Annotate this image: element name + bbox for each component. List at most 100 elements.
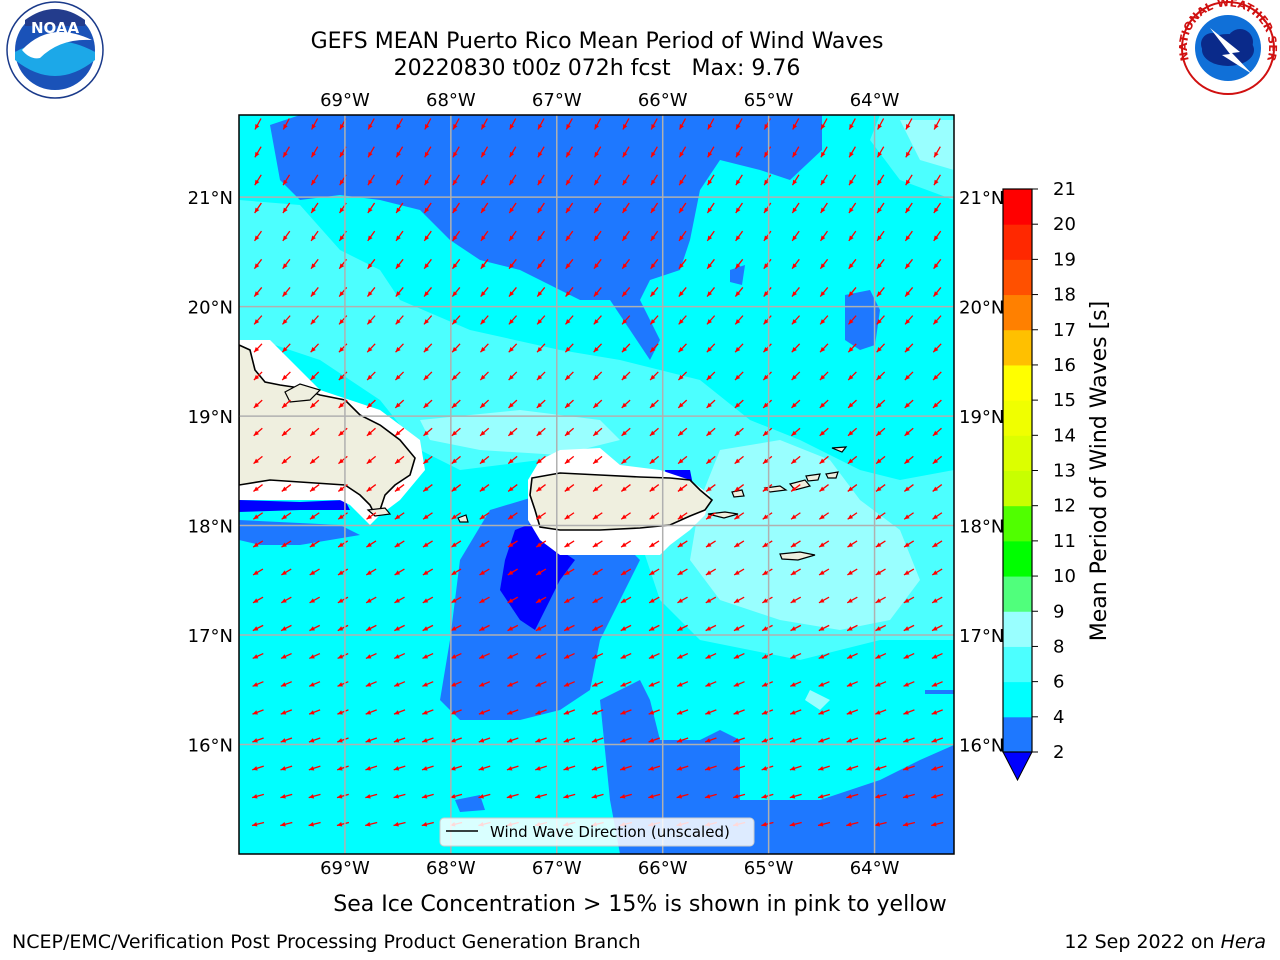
- wind-arrow: [875, 596, 886, 604]
- wind-arrow: [252, 652, 264, 660]
- wind-arrow: [905, 118, 913, 130]
- wind-arrow: [478, 709, 491, 715]
- wind-arrow: [252, 709, 264, 715]
- wind-arrow: [393, 709, 406, 715]
- wind-arrow: [875, 427, 886, 437]
- wind-arrow: [649, 455, 660, 465]
- land-hispaniola-north: [284, 383, 322, 403]
- wind-arrow: [676, 737, 689, 743]
- wind-arrow: [337, 596, 349, 604]
- wind-arrow: [393, 765, 406, 771]
- wind-arrow: [282, 230, 291, 242]
- wind-arrow: [422, 568, 434, 576]
- wind-arrow: [704, 793, 717, 799]
- wind-arrow: [282, 258, 291, 270]
- wind-arrow: [395, 146, 404, 158]
- wind-arrow: [620, 709, 632, 715]
- wind-arrow: [677, 399, 688, 409]
- wind-arrow: [678, 146, 687, 158]
- wind-arrow: [507, 484, 518, 492]
- wind-arrow: [791, 371, 801, 381]
- wind-arrow: [762, 343, 772, 353]
- wind-arrow: [480, 146, 489, 158]
- wind-arrow: [876, 202, 885, 214]
- wind-arrow: [592, 596, 603, 604]
- wind-arrow: [366, 287, 376, 297]
- wind-arrow: [309, 652, 321, 660]
- wind-arrow: [790, 512, 801, 520]
- wind-arrow: [761, 681, 774, 687]
- wind-arrow: [620, 737, 632, 743]
- wind-arrow: [478, 793, 491, 799]
- wind-arrow: [252, 765, 264, 771]
- wind-arrow: [678, 118, 687, 130]
- lon-tick-label: 65°W: [744, 90, 794, 111]
- wind-arrow: [790, 540, 801, 548]
- wind-arrow: [310, 258, 319, 270]
- wind-arrow: [592, 512, 603, 520]
- wind-arrow: [337, 540, 349, 548]
- wind-arrow: [875, 484, 886, 492]
- wind-arrow: [591, 765, 604, 771]
- wind-arrow: [252, 737, 264, 743]
- wind-arrow: [903, 681, 915, 687]
- wind-arrow: [733, 681, 745, 687]
- wind-arrow: [649, 343, 659, 353]
- wind-arrow: [253, 399, 263, 409]
- wind-arrow: [932, 484, 943, 492]
- footer-date-text: 12 Sep 2022 on: [1064, 931, 1221, 953]
- wind-arrow: [789, 793, 802, 799]
- wind-arrow: [761, 765, 774, 771]
- lat-tick-label: 19°N: [188, 407, 233, 428]
- footer-credit: NCEP/EMC/Verification Post Processing Pr…: [12, 931, 641, 953]
- wind-arrow: [450, 568, 462, 576]
- wind-arrow: [790, 681, 802, 687]
- wind-arrow: [281, 484, 292, 492]
- lat-ticks-right: 21°N 20°N 19°N 18°N 17°N 16°N: [959, 188, 1004, 756]
- wind-arrow: [365, 652, 377, 660]
- wind-arrow: [254, 202, 262, 214]
- wind-arrow: [506, 765, 519, 771]
- wind-arrow: [281, 343, 291, 353]
- wind-arrow: [308, 709, 321, 715]
- wind-arrow: [761, 793, 774, 799]
- wind-arrow: [310, 371, 320, 381]
- wind-arrow: [452, 146, 460, 158]
- wind-arrow: [423, 258, 432, 270]
- wind-arrow: [366, 371, 376, 381]
- wind-arrow: [734, 258, 744, 270]
- wind-arrow: [761, 652, 773, 660]
- wind-arrow: [676, 652, 689, 660]
- colorbar-extend-min: [1002, 751, 1033, 782]
- colorbar-band: [1003, 470, 1032, 507]
- wind-arrow: [424, 118, 432, 130]
- wind-arrow: [735, 146, 743, 158]
- wind-arrow: [282, 202, 291, 214]
- wind-arrow: [480, 287, 489, 297]
- wind-arrow: [706, 343, 716, 353]
- wind-arrow: [309, 455, 320, 465]
- wind-arrow: [507, 540, 518, 548]
- wind-arrow: [734, 427, 744, 437]
- wind-arrow: [507, 652, 519, 660]
- wind-arrow: [478, 624, 490, 632]
- colorbar-band: [1003, 611, 1032, 647]
- wind-arrow: [848, 146, 856, 158]
- chart-title-line2: 20220830 t00z 072h fcst Max: 9.76: [394, 56, 801, 81]
- wind-arrow: [592, 484, 603, 492]
- wind-arrow: [621, 371, 631, 381]
- wind-arrow: [563, 596, 575, 604]
- wind-arrow: [818, 568, 830, 576]
- wind-arrow: [338, 399, 348, 409]
- wind-arrow: [452, 118, 460, 130]
- wind-arrow: [931, 765, 944, 771]
- wind-arrow: [903, 540, 915, 548]
- wind-arrow: [508, 174, 517, 186]
- colorbar-tick-label: 4: [1053, 707, 1064, 728]
- wind-arrow: [367, 118, 375, 130]
- wind-arrow: [535, 512, 547, 520]
- wind-arrow: [423, 202, 432, 214]
- wind-arrow: [763, 230, 772, 242]
- wind-arrow: [648, 568, 660, 576]
- wind-arrow: [281, 315, 291, 325]
